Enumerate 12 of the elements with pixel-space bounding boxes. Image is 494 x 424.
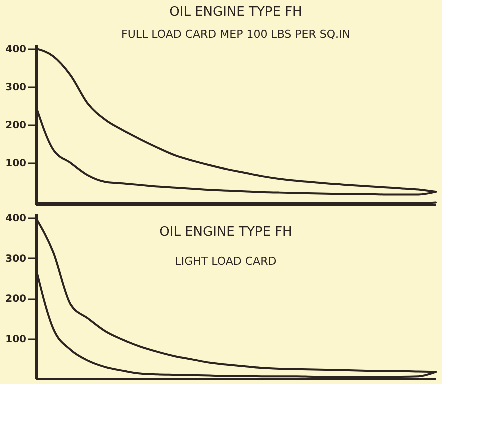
y-tick-label: 400 [6, 44, 27, 56]
y-tick-label: 300 [6, 254, 27, 265]
chart-subtitle: FULL LOAD CARD MEP 100 LBS PER SQ.IN [122, 28, 350, 41]
y-tick-label: 400 [6, 214, 27, 225]
y-tick-label: 300 [6, 82, 27, 94]
text: LIGHT LOAD CARD [175, 255, 277, 268]
text: OIL ENGINE TYPE FH [160, 225, 292, 240]
y-tick-label: 100 [6, 158, 27, 170]
y-tick-label: 200 [6, 294, 27, 306]
y-tick-label: 200 [6, 120, 27, 132]
y-tick-label: 100 [6, 334, 27, 346]
chart-title: OIL ENGINE TYPE FH [170, 4, 302, 20]
